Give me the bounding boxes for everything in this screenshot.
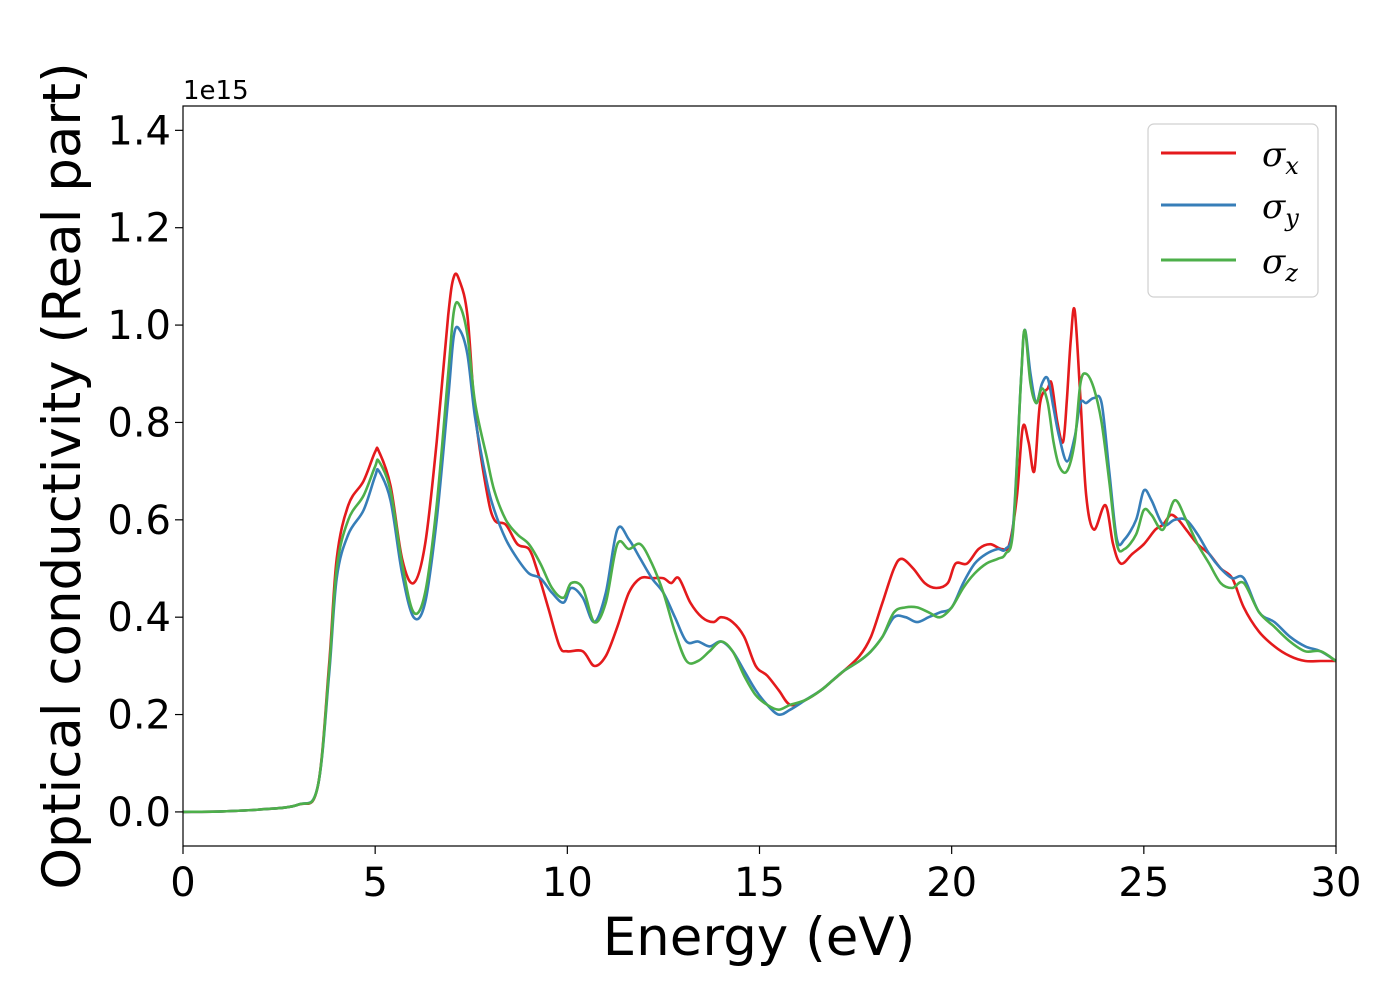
x-tick-label: 30 [1311, 860, 1362, 906]
legend: σx σy σz [1147, 123, 1319, 298]
legend-label-sigma-z: σz [1262, 242, 1298, 287]
y-offset-label: 1e15 [183, 76, 249, 106]
y-tick-label: 1.4 [107, 108, 171, 154]
y-tick-label: 0.0 [107, 790, 171, 836]
x-tick-label: 0 [170, 860, 195, 906]
y-axis: 0.0 0.2 0.4 0.6 0.8 1.0 1.2 1.4 [107, 108, 183, 836]
y-axis-label: Optical conductivity (Real part) [32, 62, 93, 889]
y-tick-label: 0.2 [107, 693, 171, 739]
series-lines-group [182, 272, 1337, 814]
x-axis: 0 5 10 15 20 25 30 [170, 846, 1361, 906]
x-tick-label: 15 [734, 860, 785, 906]
x-tick-label: 25 [1118, 860, 1169, 906]
legend-label-sigma-y: σy [1262, 187, 1299, 232]
x-axis-label: Energy (eV) [603, 907, 916, 968]
y-tick-label: 0.8 [107, 400, 171, 446]
legend-box [1147, 123, 1319, 298]
legend-label-sigma-x: σx [1262, 135, 1299, 180]
x-tick-label: 10 [542, 860, 593, 906]
y-tick-label: 0.4 [107, 595, 171, 641]
series-line-sigma-z [182, 300, 1337, 814]
x-tick-label: 20 [926, 860, 977, 906]
y-tick-label: 1.0 [107, 303, 171, 349]
y-tick-label: 1.2 [107, 206, 171, 252]
y-tick-label: 0.6 [107, 498, 171, 544]
x-tick-label: 5 [362, 860, 387, 906]
